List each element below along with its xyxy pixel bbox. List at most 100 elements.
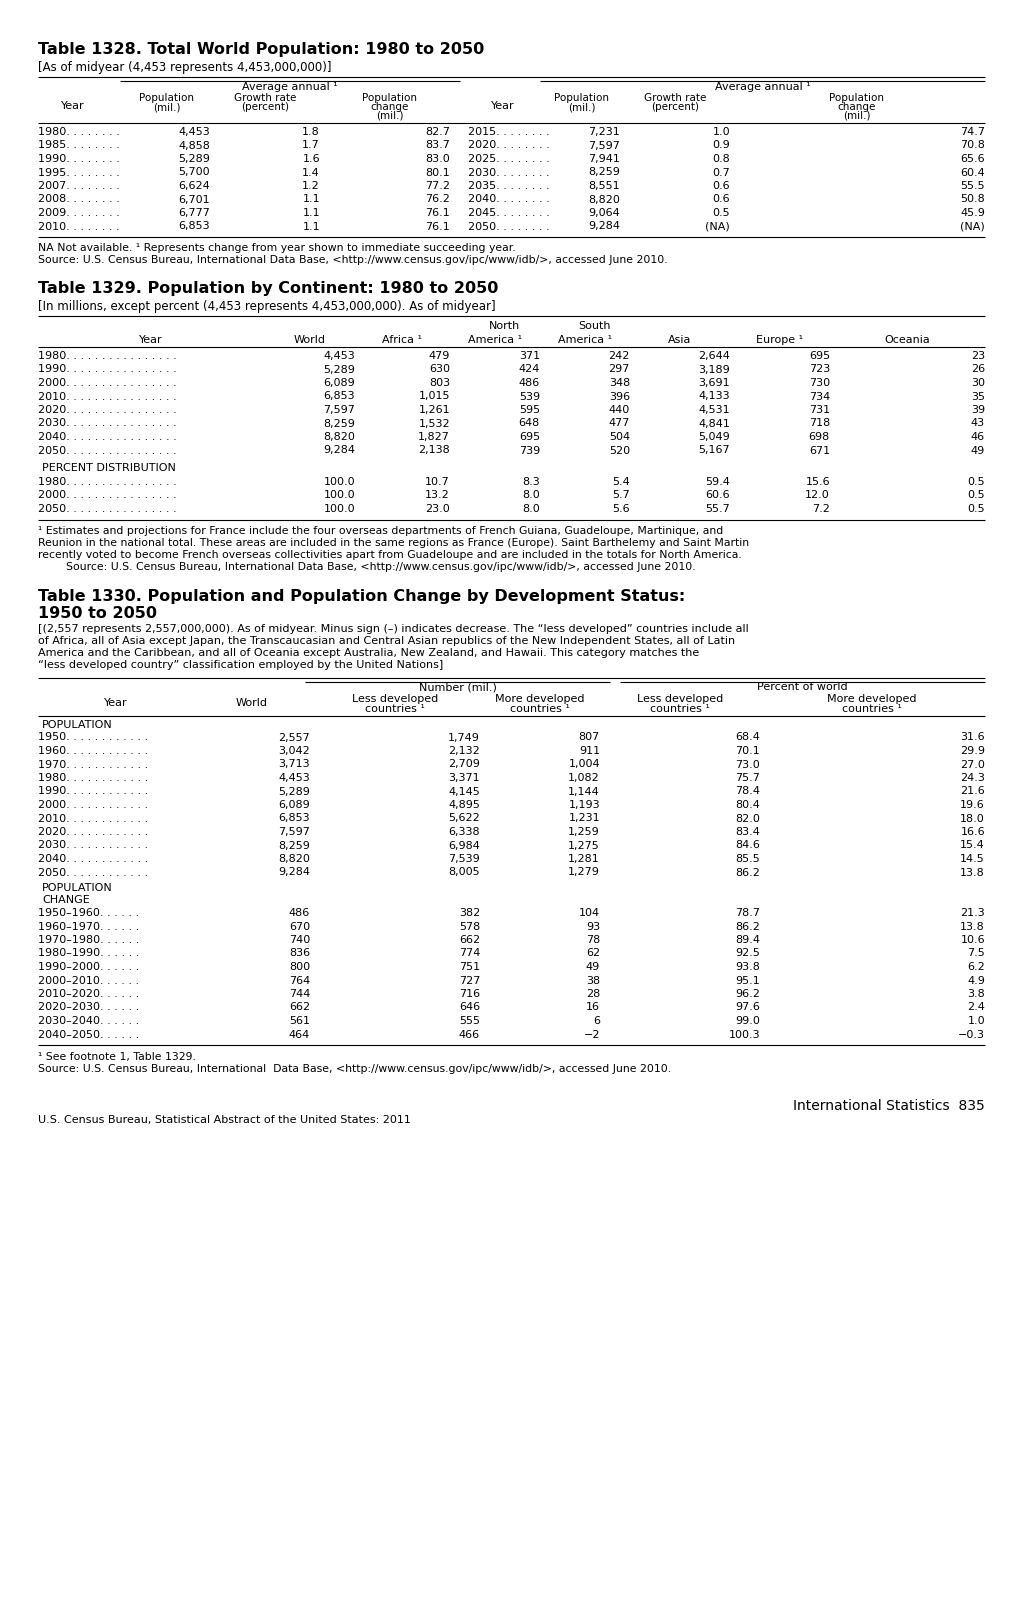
Text: 578: 578 <box>459 921 480 931</box>
Text: 1990. . . . . . . . . . . .: 1990. . . . . . . . . . . . <box>38 787 148 796</box>
Text: 8,259: 8,259 <box>588 168 620 178</box>
Text: 4,133: 4,133 <box>698 391 730 402</box>
Text: 2009. . . . . . . .: 2009. . . . . . . . <box>38 208 119 218</box>
Text: 1,231: 1,231 <box>568 814 599 823</box>
Text: 7,597: 7,597 <box>278 827 310 836</box>
Text: [In millions, except percent (4,453 represents 4,453,000,000). As of midyear]: [In millions, except percent (4,453 repr… <box>38 300 495 312</box>
Text: 698: 698 <box>808 433 829 442</box>
Text: 78.7: 78.7 <box>735 908 759 918</box>
Text: of Africa, all of Asia except Japan, the Transcaucasian and Central Asian republ: of Africa, all of Asia except Japan, the… <box>38 636 735 646</box>
Text: 9,284: 9,284 <box>323 445 355 455</box>
Text: 739: 739 <box>519 445 539 455</box>
Text: 6,624: 6,624 <box>178 181 210 191</box>
Text: 1,827: 1,827 <box>418 433 449 442</box>
Text: 80.1: 80.1 <box>425 168 449 178</box>
Text: 764: 764 <box>288 976 310 985</box>
Text: 382: 382 <box>459 908 480 918</box>
Text: 6,701: 6,701 <box>178 194 210 205</box>
Text: World: World <box>235 698 268 708</box>
Text: 539: 539 <box>519 391 539 402</box>
Text: 1.0: 1.0 <box>711 127 730 138</box>
Text: 1.4: 1.4 <box>302 168 320 178</box>
Text: 76.1: 76.1 <box>425 221 449 232</box>
Text: 2030. . . . . . . . . . . .: 2030. . . . . . . . . . . . <box>38 841 148 851</box>
Text: 2040–2050. . . . . .: 2040–2050. . . . . . <box>38 1030 140 1040</box>
Text: 45.9: 45.9 <box>959 208 984 218</box>
Text: 486: 486 <box>288 908 310 918</box>
Text: 100.0: 100.0 <box>323 490 355 500</box>
Text: 83.4: 83.4 <box>735 827 759 836</box>
Text: (mil.): (mil.) <box>568 103 595 112</box>
Text: 19.6: 19.6 <box>959 799 984 811</box>
Text: 6.2: 6.2 <box>966 961 984 972</box>
Text: 2040. . . . . . . . . . . .: 2040. . . . . . . . . . . . <box>38 854 148 863</box>
Text: 1995. . . . . . . .: 1995. . . . . . . . <box>38 168 119 178</box>
Text: 2000. . . . . . . . . . . .: 2000. . . . . . . . . . . . <box>38 799 148 811</box>
Text: 76.2: 76.2 <box>425 194 449 205</box>
Text: 8,551: 8,551 <box>588 181 620 191</box>
Text: 0.7: 0.7 <box>711 168 730 178</box>
Text: 464: 464 <box>288 1030 310 1040</box>
Text: 648: 648 <box>519 418 539 428</box>
Text: 104: 104 <box>579 908 599 918</box>
Text: 744: 744 <box>288 988 310 1000</box>
Text: 4.9: 4.9 <box>966 976 984 985</box>
Text: 31.6: 31.6 <box>960 732 984 742</box>
Text: 7.2: 7.2 <box>811 505 829 514</box>
Text: 1,144: 1,144 <box>568 787 599 796</box>
Text: More developed: More developed <box>826 694 916 703</box>
Text: 2020. . . . . . . .: 2020. . . . . . . . <box>468 141 549 151</box>
Text: 1990–2000. . . . . .: 1990–2000. . . . . . <box>38 961 140 972</box>
Text: 76.1: 76.1 <box>425 208 449 218</box>
Text: 727: 727 <box>459 976 480 985</box>
Text: 5.6: 5.6 <box>611 505 630 514</box>
Text: 5,049: 5,049 <box>698 433 730 442</box>
Text: 595: 595 <box>519 405 539 415</box>
Text: countries ¹: countries ¹ <box>365 703 425 713</box>
Text: Less developed: Less developed <box>352 694 438 703</box>
Text: countries ¹: countries ¹ <box>510 703 570 713</box>
Text: POPULATION: POPULATION <box>42 883 113 892</box>
Text: 7,597: 7,597 <box>588 141 620 151</box>
Text: 50.8: 50.8 <box>959 194 984 205</box>
Text: Europe ¹: Europe ¹ <box>756 335 803 344</box>
Text: 486: 486 <box>519 378 539 388</box>
Text: International Statistics  835: International Statistics 835 <box>793 1099 984 1113</box>
Text: 9,284: 9,284 <box>587 221 620 232</box>
Text: 30: 30 <box>970 378 984 388</box>
Text: 13.2: 13.2 <box>425 490 449 500</box>
Text: 1.1: 1.1 <box>302 221 320 232</box>
Text: 803: 803 <box>428 378 449 388</box>
Text: 5.7: 5.7 <box>611 490 630 500</box>
Text: 1.1: 1.1 <box>302 208 320 218</box>
Text: 5,289: 5,289 <box>278 787 310 796</box>
Text: 1,193: 1,193 <box>568 799 599 811</box>
Text: 70.1: 70.1 <box>735 747 759 756</box>
Text: PERCENT DISTRIBUTION: PERCENT DISTRIBUTION <box>42 463 175 473</box>
Text: 1.8: 1.8 <box>302 127 320 138</box>
Text: 561: 561 <box>288 1016 310 1025</box>
Text: 14.5: 14.5 <box>959 854 984 863</box>
Text: 807: 807 <box>578 732 599 742</box>
Text: 0.6: 0.6 <box>711 181 730 191</box>
Text: (mil.): (mil.) <box>153 103 180 112</box>
Text: Population: Population <box>554 93 609 103</box>
Text: 95.1: 95.1 <box>735 976 759 985</box>
Text: 82.0: 82.0 <box>735 814 759 823</box>
Text: 6,338: 6,338 <box>448 827 480 836</box>
Text: change: change <box>371 103 409 112</box>
Text: 1970–1980. . . . . .: 1970–1980. . . . . . <box>38 936 140 945</box>
Text: America ¹: America ¹ <box>557 335 611 344</box>
Text: 1980. . . . . . . . . . . . . . . .: 1980. . . . . . . . . . . . . . . . <box>38 351 176 360</box>
Text: 13.8: 13.8 <box>959 921 984 931</box>
Text: 716: 716 <box>459 988 480 1000</box>
Text: 1.6: 1.6 <box>302 154 320 163</box>
Text: 8,259: 8,259 <box>278 841 310 851</box>
Text: 8.0: 8.0 <box>522 490 539 500</box>
Text: 21.6: 21.6 <box>959 787 984 796</box>
Text: 2,138: 2,138 <box>418 445 449 455</box>
Text: 26: 26 <box>970 365 984 375</box>
Text: 1,004: 1,004 <box>568 759 599 769</box>
Text: 28: 28 <box>585 988 599 1000</box>
Text: −2: −2 <box>583 1030 599 1040</box>
